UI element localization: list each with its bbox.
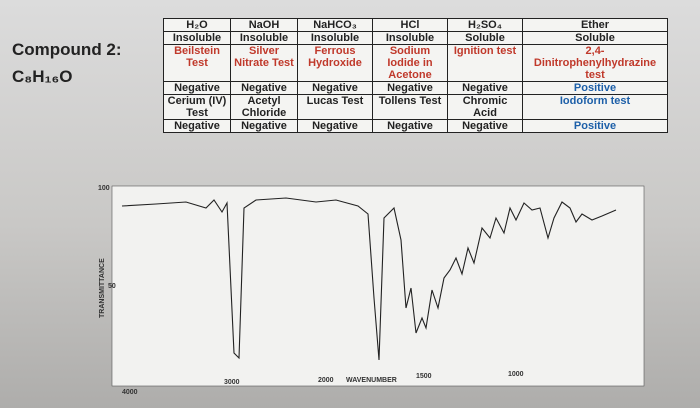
- x-tick-label: 1500: [416, 373, 432, 380]
- table-cell: Negative: [447, 81, 523, 95]
- table-cell: Negative: [297, 119, 373, 133]
- compound-label: Compound 2: C₈H₁₆O: [12, 36, 122, 90]
- table-cell: 2,4-Dinitrophenylhydrazine test: [522, 44, 668, 82]
- table-row: Beilstein Test Silver Nitrate Test Ferrous…: [163, 44, 668, 82]
- y-axis-label: TRANSMITTANCE: [99, 258, 106, 318]
- table-cell: Positive: [522, 81, 668, 95]
- table-row: Negative Negative Negative Negative Negative…: [163, 81, 668, 95]
- table-cell: Negative: [372, 119, 448, 133]
- table-cell: Tollens Test: [372, 94, 448, 120]
- test-table: H₂O NaOH NaHCO₃ HCl H₂SO₄ Ether Insoluble Insol…: [163, 18, 668, 133]
- x-tick-label: 3000: [224, 379, 240, 386]
- table-cell: Negative: [163, 81, 231, 95]
- table-cell: Negative: [230, 81, 298, 95]
- spectrum-curve: [121, 197, 617, 361]
- table-row: H₂O NaOH NaHCO₃ HCl H₂SO₄ Ether: [163, 18, 668, 32]
- y-tick-label: 50: [108, 283, 116, 290]
- table-row: Negative Negative Negative Negative Negative…: [163, 119, 668, 133]
- table-cell: Ferrous Hydroxide: [297, 44, 373, 82]
- spectrum-frame: [111, 185, 645, 387]
- compound-title: Compound 2:: [12, 40, 122, 59]
- table-cell: H₂SO₄: [447, 18, 523, 32]
- table-row: Cerium (IV) Test Acetyl Chloride Lucas Tes…: [163, 94, 668, 120]
- table-cell: Ether: [522, 18, 668, 32]
- table-cell: Sodium Iodide in Acetone: [372, 44, 448, 82]
- table-cell: Negative: [447, 119, 523, 133]
- table-cell: Negative: [297, 81, 373, 95]
- table-cell: Soluble: [447, 31, 523, 45]
- table-cell: Negative: [230, 119, 298, 133]
- compound-formula: C₈H₁₆O: [12, 67, 73, 86]
- y-tick-label: 100: [98, 185, 110, 192]
- table-cell: Insoluble: [163, 31, 231, 45]
- table-cell: Cerium (IV) Test: [163, 94, 231, 120]
- table-cell: Negative: [372, 81, 448, 95]
- table-cell: Positive: [522, 119, 668, 133]
- table-cell: NaHCO₃: [297, 18, 373, 32]
- table-cell: Insoluble: [230, 31, 298, 45]
- x-tick-label: 2000: [318, 377, 334, 384]
- table-cell: Negative: [163, 119, 231, 133]
- table-cell: Iodoform test: [522, 94, 668, 120]
- table-cell: NaOH: [230, 18, 298, 32]
- x-tick-label: 1000: [508, 371, 524, 378]
- x-tick-label: 4000: [122, 389, 138, 396]
- table-cell: Ignition test: [447, 44, 523, 82]
- table-cell: Insoluble: [372, 31, 448, 45]
- table-cell: Insoluble: [297, 31, 373, 45]
- table-cell: Soluble: [522, 31, 668, 45]
- table-cell: Acetyl Chloride: [230, 94, 298, 120]
- table-cell: Chromic Acid: [447, 94, 523, 120]
- table-row: Insoluble Insoluble Insoluble Insoluble Solu…: [163, 31, 668, 45]
- table-cell: Beilstein Test: [163, 44, 231, 82]
- table-cell: H₂O: [163, 18, 231, 32]
- table-cell: Silver Nitrate Test: [230, 44, 298, 82]
- table-cell: Lucas Test: [297, 94, 373, 120]
- table-cell: HCl: [372, 18, 448, 32]
- ir-spectrum: 100 50 4000 3000 2000 1500 1000 WAVENUMB…: [98, 185, 645, 396]
- x-axis-label: WAVENUMBER: [346, 377, 397, 384]
